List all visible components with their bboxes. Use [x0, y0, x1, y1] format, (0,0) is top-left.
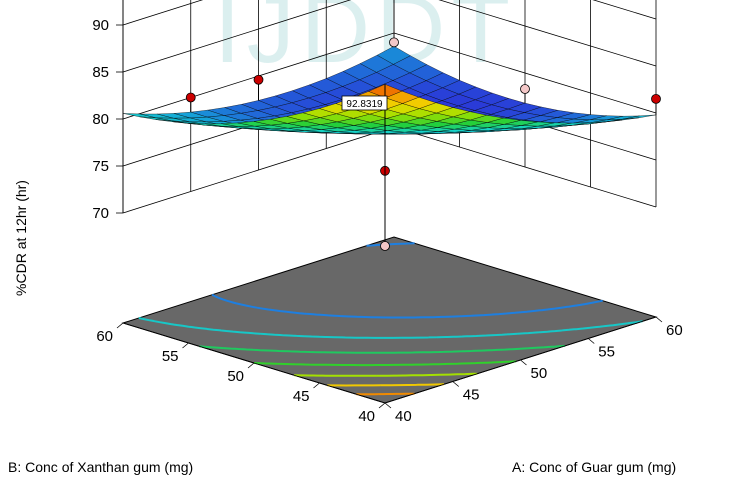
value-annotation: 92.8319 — [341, 95, 388, 111]
design-point — [389, 37, 399, 48]
z-tick-label: 70 — [92, 205, 109, 222]
design-point — [520, 84, 530, 94]
contour-line — [199, 344, 566, 354]
x-axis-title: A: Conc of Guar gum (mg) — [512, 459, 676, 475]
design-points — [185, 37, 661, 251]
contour-line — [138, 317, 643, 339]
z-tick-label: 90 — [92, 17, 109, 34]
x-tick — [655, 316, 663, 323]
contour-line — [356, 392, 415, 396]
design-point — [651, 94, 661, 104]
x-tick-label: 40 — [395, 408, 412, 425]
x-tick-label: 60 — [666, 322, 683, 339]
x-tick — [384, 402, 392, 409]
y-tick-label: 45 — [293, 388, 310, 405]
design-point — [185, 92, 196, 103]
axes: 70758085909540455055604045505560 — [92, 0, 683, 425]
contour-line — [294, 372, 478, 377]
z-axis-title: %CDR at 12hr (hr) — [13, 180, 29, 296]
design-point — [253, 74, 264, 85]
wall-gridline — [592, 0, 657, 20]
x-tick-label: 55 — [598, 344, 615, 361]
x-tick — [587, 338, 595, 344]
y-axis-title: B: Conc of Xanthan gum (mg) — [8, 459, 193, 475]
y-tick — [182, 342, 189, 349]
y-tick-label: 55 — [162, 348, 179, 365]
y-tick-label: 40 — [358, 408, 375, 425]
wall-gridline — [122, 0, 204, 26]
y-tick-label: 50 — [227, 368, 244, 385]
y-tick-label: 60 — [96, 328, 113, 345]
contour-line — [253, 360, 517, 367]
x-tick — [520, 359, 527, 366]
y-tick — [116, 322, 124, 329]
floor-plane — [121, 236, 658, 404]
z-tick-label: 85 — [92, 64, 109, 81]
z-tick-label: 75 — [92, 158, 109, 175]
x-tick-label: 50 — [531, 365, 548, 382]
design-point — [380, 241, 390, 251]
y-tick — [378, 402, 386, 409]
z-tick-label: 80 — [92, 111, 109, 128]
y-tick — [247, 362, 255, 369]
annotation-box — [341, 95, 388, 111]
y-tick — [313, 382, 320, 389]
contour-line — [327, 383, 444, 387]
annotation-label: 92.8319 — [346, 99, 383, 110]
x-tick-label: 45 — [463, 387, 480, 404]
contour-floor — [121, 236, 658, 404]
x-tick — [452, 381, 460, 387]
response-surface — [122, 45, 657, 135]
